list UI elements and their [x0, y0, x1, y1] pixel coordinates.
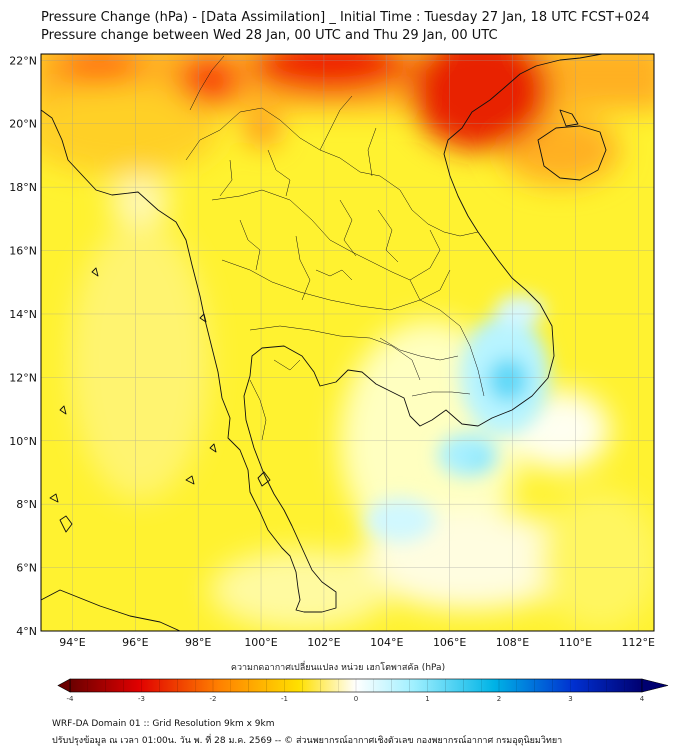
lat-tick-label: 20°N — [9, 118, 37, 131]
lon-tick-label: 98°E — [185, 636, 211, 649]
colorbar-tick-label: 0 — [354, 695, 358, 703]
lat-tick-label: 18°N — [9, 181, 37, 194]
colorbar-tick-label: -4 — [67, 695, 75, 703]
lon-tick-label: 94°E — [59, 636, 85, 649]
lat-tick-label: 16°N — [9, 245, 37, 258]
lon-tick-label: 108°E — [496, 636, 529, 649]
colorbar-tick-label: 4 — [640, 695, 645, 703]
colorbar-tick-label: 3 — [568, 695, 572, 703]
colorbar: -4 -3 -2 -1 0 1 2 3 4 — [57, 678, 669, 703]
colorbar-tick-label: -2 — [210, 695, 217, 703]
colorbar-tick-label: 1 — [425, 695, 429, 703]
colorbar-title: ความกดอากาศเปลี่ยนแปลง หน่วย เฮกโตพาสคัล… — [230, 663, 446, 673]
lon-tick-label: 112°E — [622, 636, 655, 649]
lat-tick-label: 8°N — [16, 498, 37, 511]
lon-tick-label: 104°E — [370, 636, 403, 649]
lat-tick-label: 12°N — [9, 371, 37, 384]
coastline-borders — [41, 54, 607, 631]
lat-tick-label: 4°N — [16, 625, 37, 638]
footer-update-info: ปรับปรุงข้อมูล ณ เวลา 01:00น. วัน พ. ที่… — [52, 736, 563, 746]
lon-tick-label: 106°E — [433, 636, 466, 649]
footer-model-info: WRF-DA Domain 01 :: Grid Resolution 9km … — [52, 719, 275, 729]
colorbar-tick-label: -3 — [138, 695, 145, 703]
map-title: Pressure Change (hPa) - [Data Assimilati… — [41, 10, 650, 25]
lat-tick-label: 14°N — [9, 308, 37, 321]
map-frame — [40, 53, 655, 632]
lat-tick-label: 10°N — [9, 435, 37, 448]
lat-tick-label: 22°N — [9, 54, 37, 67]
lon-tick-label: 96°E — [122, 636, 148, 649]
colorbar-tick-label: -1 — [281, 695, 288, 703]
lon-axis-labels: 94°E 96°E 98°E 100°E 102°E 104°E 106°E 108°E 110… — [59, 636, 655, 649]
lon-tick-label: 100°E — [244, 636, 277, 649]
lat-tick-label: 6°N — [16, 562, 37, 575]
lat-axis-labels: 22°N 20°N 18°N 16°N 14°N 12°N 10°N 8°N 6°N 4°N — [9, 54, 37, 638]
colorbar-tick-label: 2 — [497, 695, 501, 703]
pressure-field — [41, 54, 654, 631]
lon-tick-label: 102°E — [307, 636, 340, 649]
lon-tick-label: 110°E — [559, 636, 592, 649]
map-subtitle: Pressure change between Wed 28 Jan, 00 U… — [41, 28, 498, 43]
province-borders — [185, 55, 485, 441]
